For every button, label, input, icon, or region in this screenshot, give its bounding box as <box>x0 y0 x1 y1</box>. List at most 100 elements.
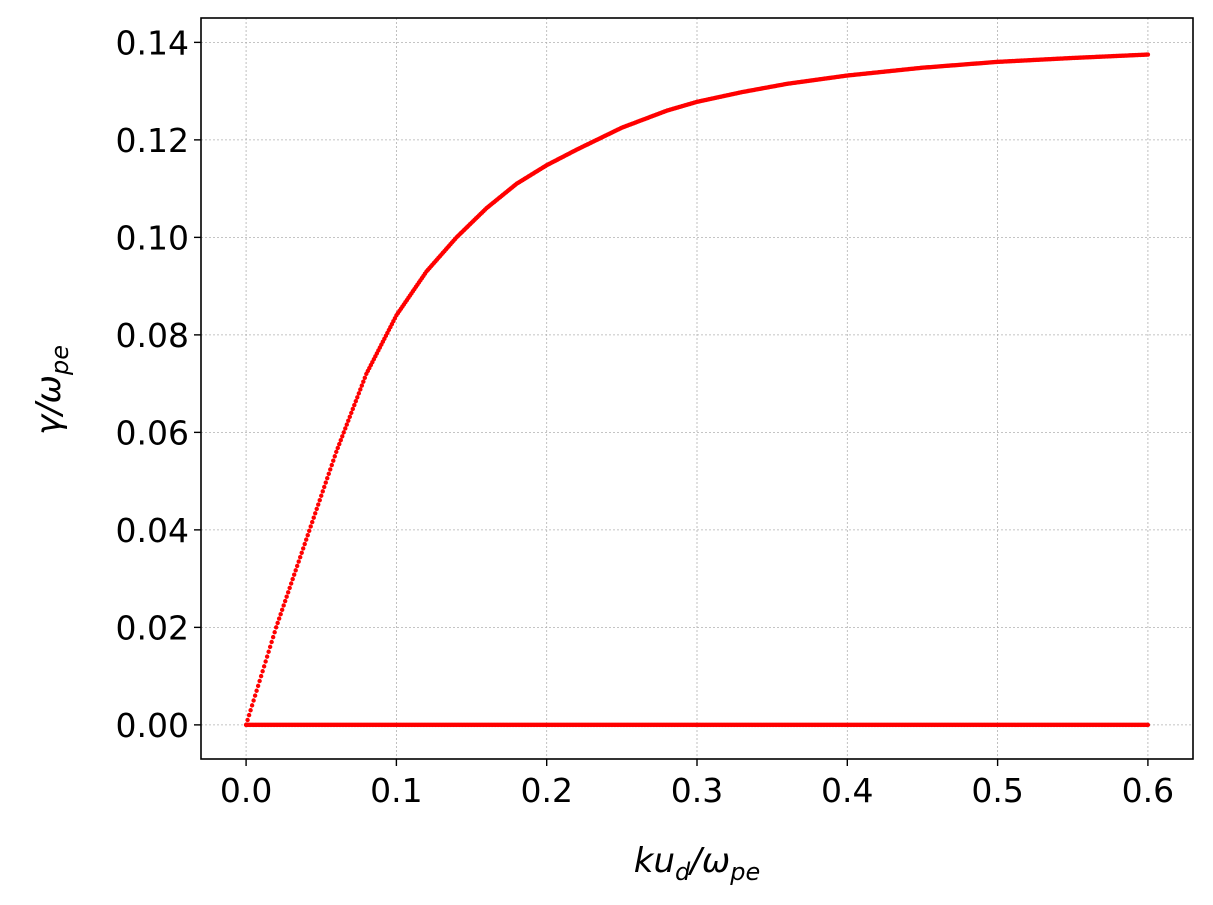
data-point <box>275 620 280 626</box>
data-point <box>254 688 259 693</box>
data-point <box>284 594 289 599</box>
data-point <box>352 402 357 408</box>
x-tick-label: 0.6 <box>1122 771 1174 810</box>
data-point <box>248 708 253 713</box>
data-point <box>319 493 324 498</box>
data-point <box>298 554 303 560</box>
data-point <box>276 616 282 621</box>
data-point <box>258 673 264 679</box>
data-point <box>296 559 301 564</box>
data-point <box>326 471 331 477</box>
data-point <box>323 480 328 485</box>
data-point <box>278 612 283 617</box>
data-point <box>349 410 354 416</box>
data-point <box>334 449 339 455</box>
data-point <box>356 391 362 396</box>
y-tick-label: 0.08 <box>116 316 189 355</box>
data-point <box>290 576 295 582</box>
data-point <box>255 683 261 689</box>
data-point <box>249 703 255 708</box>
data-point <box>270 634 276 640</box>
data-point <box>266 649 271 654</box>
y-tick-label: 0.02 <box>116 608 189 647</box>
data-point <box>355 395 360 400</box>
data-point <box>313 511 318 516</box>
data-point <box>361 379 366 384</box>
y-tick-label: 0.12 <box>116 121 189 160</box>
data-point <box>273 625 279 630</box>
data-point <box>264 654 270 659</box>
data-point <box>302 541 307 547</box>
data-point <box>272 630 277 635</box>
data-point <box>307 528 312 534</box>
data-point <box>282 598 288 604</box>
data-point <box>325 476 330 481</box>
data-point <box>337 441 342 447</box>
ticks: 0.0 0.1 0.2 0.3 0.4 0.5 0.6 0.00 0.02 0.04 0.06 0.0… <box>116 23 1175 810</box>
x-tick-label: 0.3 <box>671 771 723 810</box>
data-point <box>320 489 325 494</box>
data-point <box>311 515 316 520</box>
data-point <box>285 590 291 595</box>
x-tick-label: 0.1 <box>370 771 422 810</box>
data-point <box>335 445 340 451</box>
data-point <box>252 693 258 698</box>
data-point <box>322 484 327 490</box>
y-tick-label: 0.14 <box>116 23 189 62</box>
data-point <box>331 458 336 463</box>
data-point <box>257 678 262 684</box>
data-point <box>299 550 304 555</box>
y-tick-label: 0.00 <box>116 706 189 745</box>
y-tick-label: 0.10 <box>116 218 189 257</box>
data-point <box>263 659 268 664</box>
data-point <box>1145 52 1151 57</box>
data-point <box>359 383 365 388</box>
data-point <box>308 524 313 529</box>
data-point <box>293 568 298 573</box>
data-point <box>245 717 250 723</box>
data-point <box>343 426 348 431</box>
data-point <box>288 581 294 586</box>
data-point <box>358 387 363 392</box>
data-point <box>350 406 356 412</box>
x-tick-label: 0.4 <box>821 771 873 810</box>
x-tick-label: 0.5 <box>971 771 1023 810</box>
x-axis-label: kud/ωpe <box>634 841 760 886</box>
data-point <box>338 437 343 443</box>
data-point <box>251 698 256 703</box>
data-point <box>314 506 319 512</box>
data-point <box>328 467 333 472</box>
data-point <box>269 639 274 645</box>
data-point <box>267 644 273 650</box>
y-axis-label: γ/ωpe <box>29 345 74 435</box>
data-point <box>316 502 321 507</box>
data-point <box>332 454 337 459</box>
data-point <box>353 398 359 404</box>
data-point <box>246 712 252 718</box>
data-point <box>347 414 352 419</box>
data-markers <box>243 52 1151 728</box>
data-point <box>305 533 310 538</box>
data-point <box>281 603 286 608</box>
data-point <box>260 669 265 674</box>
data-point <box>362 375 368 380</box>
data-point <box>294 563 300 569</box>
data-point <box>301 546 306 551</box>
data-point <box>329 462 334 468</box>
data-point <box>1145 722 1151 728</box>
data-point <box>317 497 322 503</box>
data-point <box>341 430 346 435</box>
data-point <box>287 585 292 591</box>
data-point <box>344 422 349 427</box>
data-point <box>279 607 285 613</box>
data-point <box>304 537 309 542</box>
x-tick-label: 0.2 <box>520 771 572 810</box>
data-point <box>340 434 345 439</box>
data-point <box>346 418 351 423</box>
data-point <box>261 664 267 669</box>
y-tick-label: 0.04 <box>116 511 189 550</box>
y-tick-label: 0.06 <box>116 413 189 452</box>
x-tick-label: 0.0 <box>220 771 272 810</box>
data-point <box>291 572 297 577</box>
